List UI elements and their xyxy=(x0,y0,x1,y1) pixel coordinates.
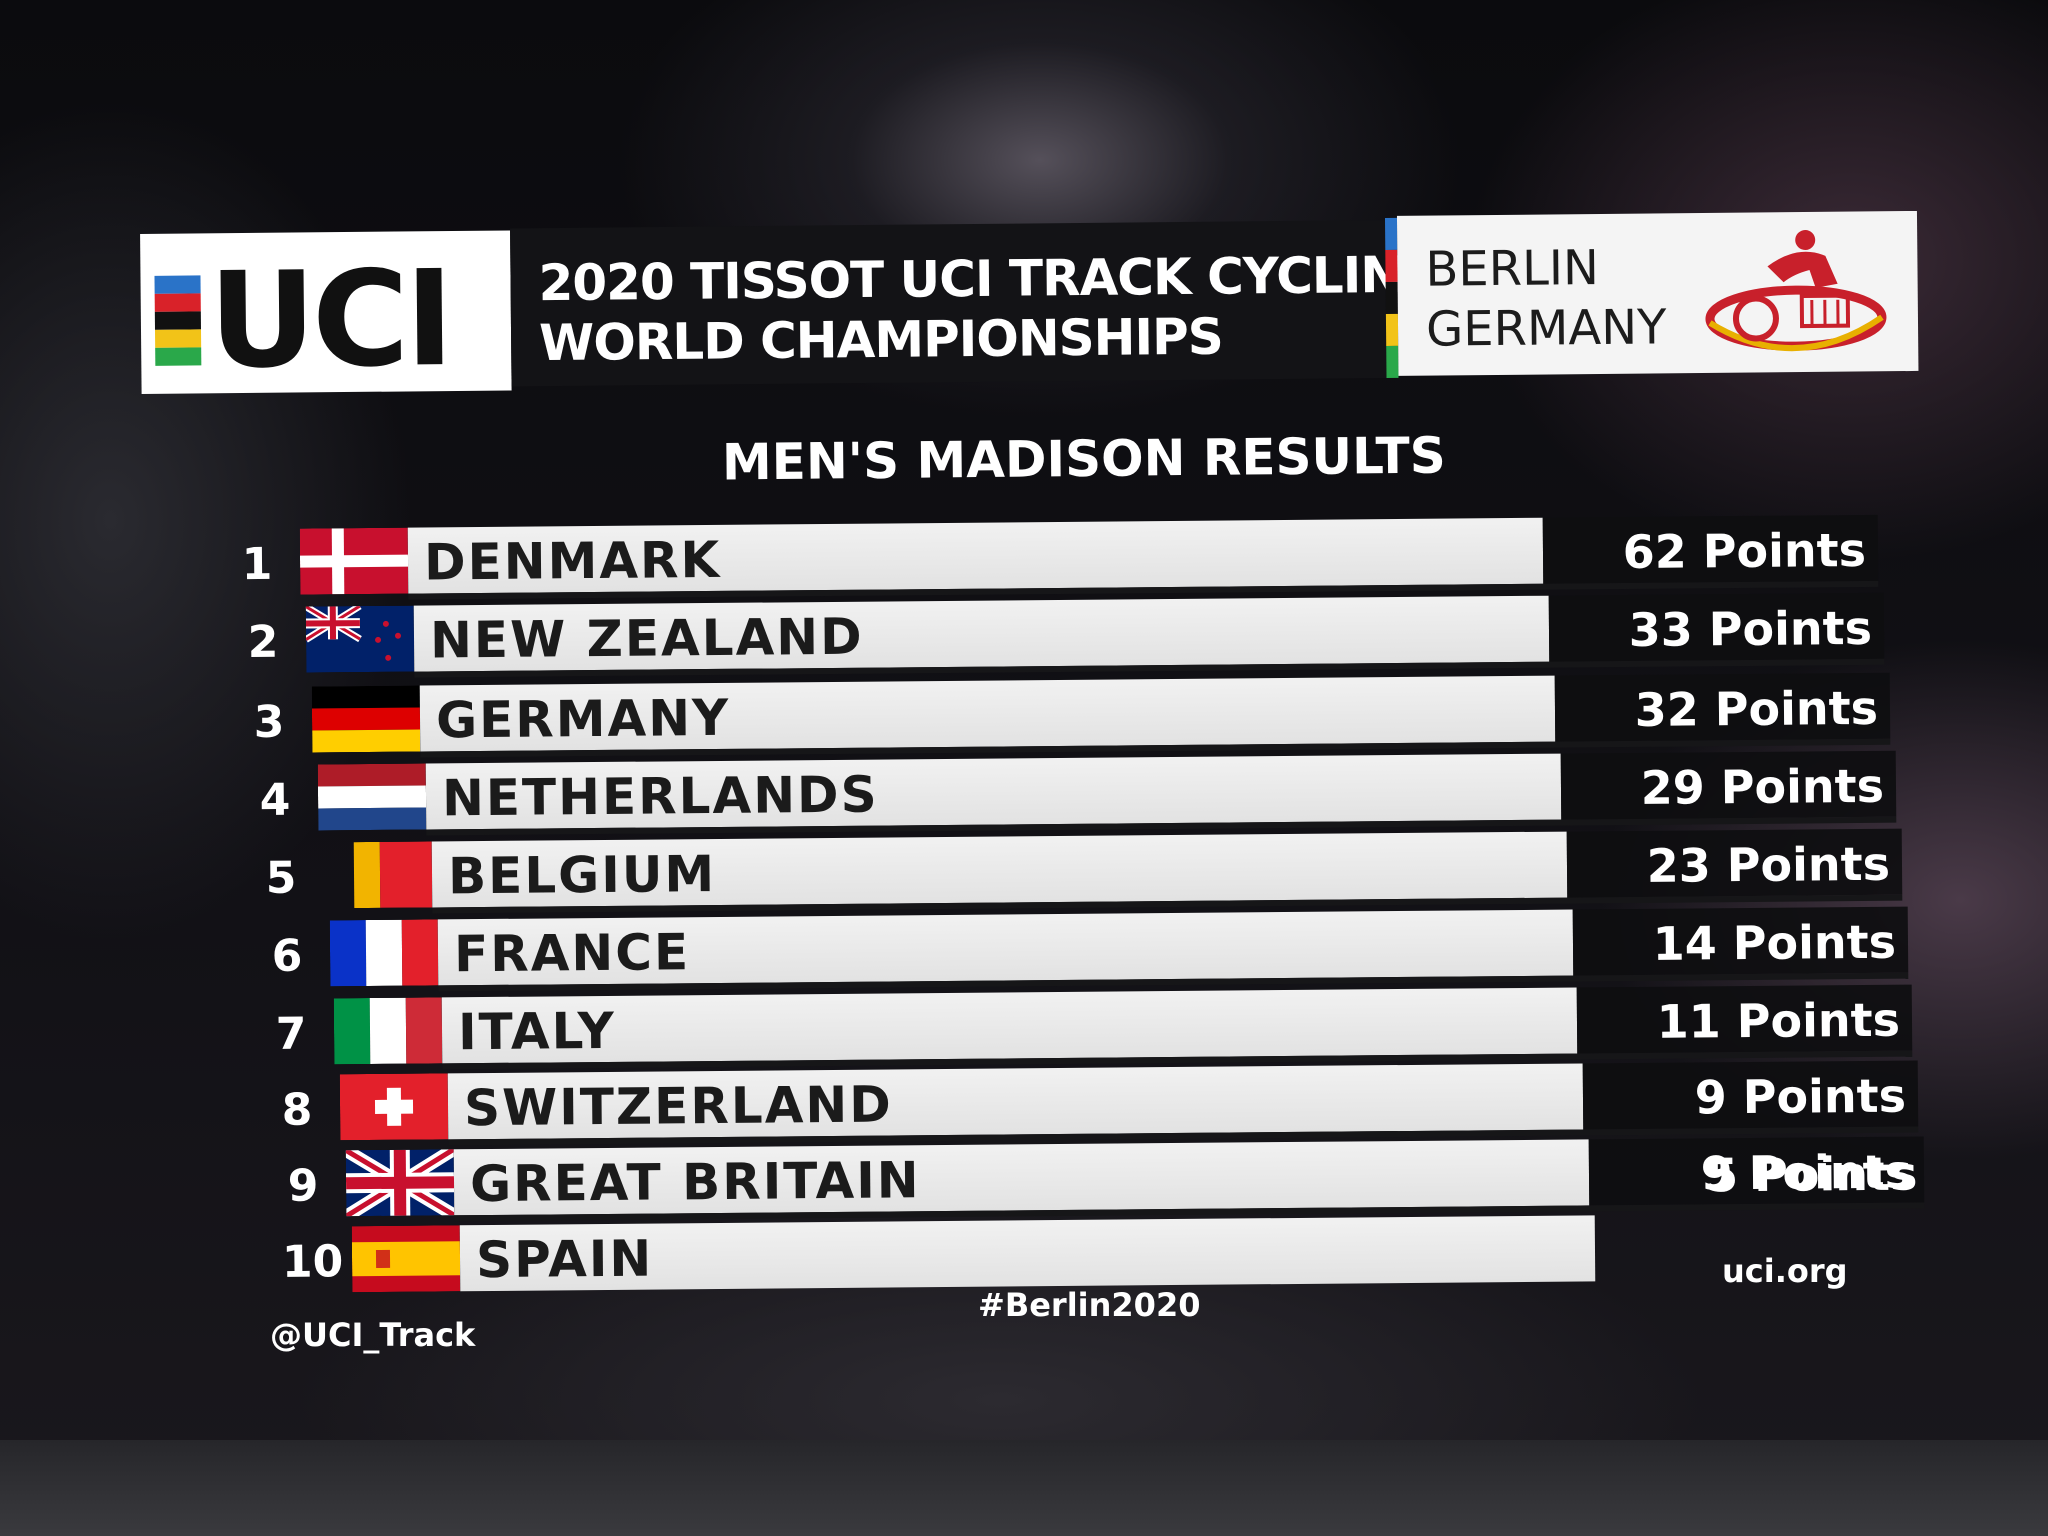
uci-logo-text: UCI xyxy=(208,242,451,399)
result-row: 4 NETHERLANDS 29 Points xyxy=(248,750,1897,836)
result-row: 1 DENMARK 62 Points xyxy=(230,514,1881,600)
country-name: BELGIUM xyxy=(447,844,717,906)
new-zealand-flag-icon xyxy=(305,605,415,673)
country-bar: GERMANY xyxy=(419,675,1556,752)
points-value: 32 Points xyxy=(1634,680,1879,737)
rank-number: 2 xyxy=(247,616,279,669)
netherlands-flag-icon xyxy=(317,763,427,831)
result-row: 3 GERMANY 32 Points xyxy=(242,672,1891,758)
country-name: NEW ZEALAND xyxy=(429,607,864,670)
country-name: GERMANY xyxy=(435,688,731,750)
event-hashtag: #Berlin2020 xyxy=(978,1286,1201,1324)
event-title-line1: 2020 TISSOT UCI TRACK CYCLING xyxy=(538,245,1442,313)
belgium-flag-icon xyxy=(324,841,433,909)
germany-flag-icon xyxy=(311,685,421,753)
country-bar: GREAT BRITAIN xyxy=(453,1139,1590,1216)
results-title: MEN'S MADISON RESULTS xyxy=(721,426,1447,492)
header-banner: UCI 2020 TISSOT UCI TRACK CYCLING WORLD … xyxy=(140,209,1922,399)
points-cell: 9 Points xyxy=(1582,1060,1919,1130)
rank-number: 3 xyxy=(253,696,285,749)
result-row: 5 BELGIUM 23 Points xyxy=(254,828,1903,914)
rank-number: 7 xyxy=(275,1008,307,1060)
rank-number: 4 xyxy=(259,774,291,826)
points-value: 62 Points xyxy=(1622,522,1867,580)
points-value: 33 Points xyxy=(1628,600,1873,658)
france-flag-icon xyxy=(329,919,439,987)
country-bar: SPAIN xyxy=(459,1215,1596,1292)
points-cell: 33 Points xyxy=(1548,592,1885,662)
points-cell: 62 Points xyxy=(1542,514,1879,584)
rank-number: 10 xyxy=(281,1236,344,1288)
event-title-panel: 2020 TISSOT UCI TRACK CYCLING WORLD CHAM… xyxy=(510,220,1442,387)
denmark-flag-icon xyxy=(299,527,409,595)
twitter-handle: @UCI_Track xyxy=(270,1316,476,1354)
country-bar: SWITZERLAND xyxy=(447,1063,1584,1140)
event-title-line2: WORLD CHAMPIONSHIPS xyxy=(538,307,1224,373)
tv-bezel-bottom xyxy=(0,1440,2048,1536)
rank-number: 6 xyxy=(271,930,303,982)
points-cell: 14 Points xyxy=(1572,906,1909,976)
country-name: SPAIN xyxy=(475,1229,654,1290)
country-bar: BELGIUM xyxy=(431,831,1568,908)
points-cell: 29 Points xyxy=(1560,750,1897,820)
points-value: 14 Points xyxy=(1652,914,1897,971)
spain-flag-icon xyxy=(351,1225,461,1293)
rank-number: 8 xyxy=(281,1084,313,1136)
points-cell: 32 Points xyxy=(1554,672,1891,742)
rank-number: 5 xyxy=(265,852,297,904)
host-city-panel: BERLIN GERMANY xyxy=(1396,210,1919,376)
italy-flag-icon xyxy=(333,997,443,1065)
result-row: 7 ITALY 11 Points xyxy=(264,984,1913,1070)
great-britain-flag-icon xyxy=(345,1149,455,1217)
points-value: 5 Points xyxy=(1705,1146,1918,1203)
country-name: GREAT BRITAIN xyxy=(469,1151,921,1214)
country-bar: ITALY xyxy=(441,987,1578,1064)
country-bar: NETHERLANDS xyxy=(425,753,1562,830)
country-name: SWITZERLAND xyxy=(463,1075,893,1138)
result-row: 6 FRANCE 14 Points xyxy=(260,906,1909,992)
uci-logo: UCI xyxy=(140,230,512,399)
country-name: DENMARK xyxy=(423,530,722,592)
host-country: GERMANY xyxy=(1425,299,1667,358)
host-city: BERLIN xyxy=(1425,239,1600,298)
points-value: 23 Points xyxy=(1646,836,1891,893)
rank-number: 1 xyxy=(241,538,273,591)
rank-number: 9 xyxy=(287,1160,319,1212)
points-cell: 23 Points xyxy=(1566,828,1903,898)
country-name: FRANCE xyxy=(453,923,691,984)
result-row: 9 GREAT BRITAIN 9 Points xyxy=(276,1136,1925,1222)
country-bar: NEW ZEALAND xyxy=(413,595,1550,672)
points-value: 9 Points xyxy=(1694,1068,1907,1125)
country-name: NETHERLANDS xyxy=(441,765,879,828)
result-row: 2 NEW ZEALAND 33 Points xyxy=(236,592,1885,678)
switzerland-flag-icon xyxy=(339,1073,449,1141)
result-row: 8 SWITZERLAND 9 Points xyxy=(270,1060,1919,1146)
points-value: 29 Points xyxy=(1640,758,1885,815)
website-link: uci.org xyxy=(1722,1252,1848,1290)
country-bar: DENMARK xyxy=(407,517,1544,594)
points-value: 11 Points xyxy=(1656,992,1901,1049)
berlin-cyclist-logo-icon xyxy=(1705,230,1887,352)
result-row: 10 SPAIN 5 Points xyxy=(281,1147,1918,1293)
points-cell: 11 Points xyxy=(1576,984,1913,1054)
country-bar: FRANCE xyxy=(437,909,1574,986)
country-name: ITALY xyxy=(457,1001,617,1062)
uci-rainbow-stripes-icon xyxy=(154,275,202,366)
